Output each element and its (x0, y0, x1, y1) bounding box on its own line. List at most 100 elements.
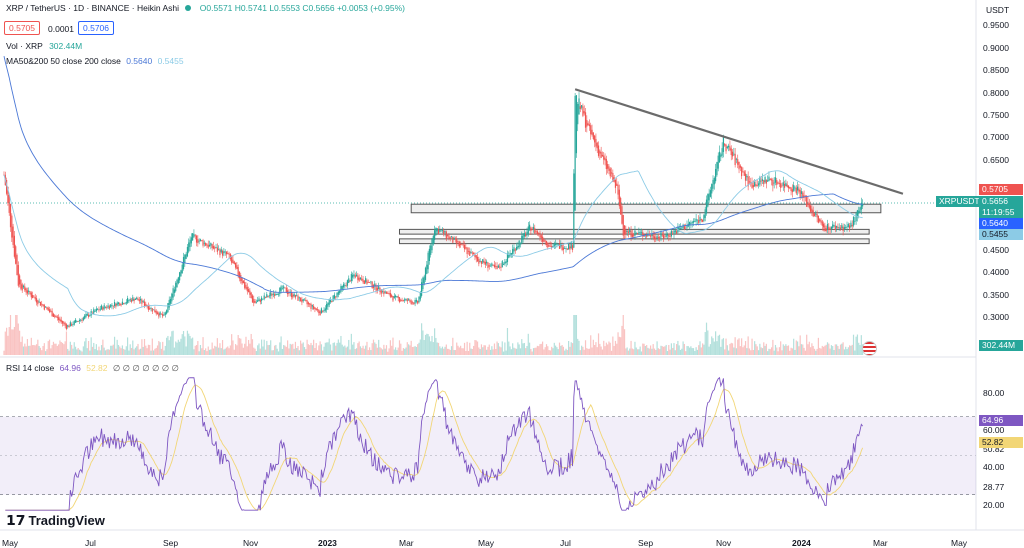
candle-body (342, 284, 345, 288)
volume-bar (696, 349, 699, 355)
candle-body (405, 298, 407, 301)
ma50-tag: 0.5640 (979, 218, 1023, 229)
currency-label[interactable]: USDT (986, 5, 1010, 15)
candle-body (208, 244, 211, 247)
volume-bar (674, 350, 676, 355)
volume-bar (655, 349, 657, 355)
volume-bar (653, 348, 656, 355)
candle-body (271, 294, 273, 296)
volume-bar (46, 349, 48, 355)
volume-bar (541, 341, 544, 355)
volume-bar (294, 341, 297, 355)
flag-icon[interactable] (862, 341, 877, 356)
candle-body (414, 300, 416, 304)
volume-bar (378, 339, 380, 355)
volume-bar (597, 333, 600, 355)
candle-body (809, 205, 812, 212)
volume-bar (359, 346, 362, 355)
volume-bar (609, 342, 611, 355)
volume-bar (430, 341, 432, 355)
candle-body (155, 311, 157, 314)
volume-bar (320, 344, 323, 355)
price-tick: 0.3000 (983, 312, 1009, 322)
candle-body (59, 318, 61, 321)
candle-body (443, 230, 445, 235)
ohlc-change: +0.0053 (+0.95%) (336, 3, 405, 13)
candle-body (22, 285, 25, 288)
volume-bar (176, 342, 178, 355)
candle-body (264, 297, 267, 299)
candle-body (813, 213, 816, 217)
buy-button[interactable]: 0.5706 (78, 21, 114, 35)
candle-body (700, 219, 702, 221)
volume-bar (28, 345, 30, 355)
volume-bar (595, 342, 597, 355)
candle-body (16, 255, 18, 276)
candle-body (45, 306, 47, 308)
candle-body (25, 288, 27, 293)
volume-bar (91, 346, 94, 355)
tradingview-logo[interactable]: 𝟭𝟳 TradingView (6, 512, 105, 529)
candle-body (432, 235, 434, 245)
candle-body (820, 220, 822, 223)
candle-body (558, 243, 561, 249)
volume-bar (210, 349, 212, 355)
volume-bar (807, 344, 809, 355)
candle-body (764, 176, 766, 183)
candle-body (358, 277, 360, 281)
volume-legend[interactable]: Vol · XRP 302.44M (6, 41, 82, 51)
candle-body (725, 144, 727, 152)
volume-bar (437, 342, 440, 355)
volume-bar (621, 325, 623, 355)
candle-body (763, 180, 765, 185)
volume-bar (415, 346, 418, 355)
ma200-tag: 0.5455 (979, 229, 1023, 240)
candle-body (743, 171, 745, 176)
volume-bar (113, 336, 116, 355)
candle-body (11, 215, 13, 238)
volume-bar (668, 345, 670, 355)
time-tick: Sep (638, 538, 654, 548)
volume-bar (790, 347, 792, 355)
volume-bar (272, 350, 274, 355)
volume-bar (752, 350, 754, 355)
candle-body (354, 275, 356, 278)
candle-body (254, 300, 256, 303)
candle-body (545, 240, 548, 246)
candle-body (33, 296, 35, 298)
candle-body (795, 187, 797, 194)
volume-bar (388, 348, 390, 355)
volume-bar (707, 330, 709, 355)
candle-body (741, 166, 743, 177)
volume-bar (776, 347, 778, 355)
volume-bar (71, 344, 73, 355)
rsi-legend[interactable]: RSI 14 close 64.96 52.82 ∅ ∅ ∅ ∅ ∅ ∅ ∅ (6, 363, 179, 374)
candle-body (224, 251, 226, 253)
symbol-title[interactable]: XRP / TetherUS · 1D · BINANCE · Heikin A… (6, 3, 405, 13)
volume-bar (132, 340, 134, 355)
volume-bar (188, 333, 190, 355)
candle-body (505, 261, 507, 263)
candle-body (352, 274, 354, 278)
candle-body (854, 221, 856, 222)
volume-bar (208, 349, 211, 355)
candle-body (491, 263, 493, 266)
volume-bar (720, 346, 722, 355)
candle-body (499, 266, 501, 268)
volume-bar (564, 350, 566, 355)
volume-bar (599, 343, 601, 355)
sell-button[interactable]: 0.5705 (4, 21, 40, 35)
volume-bar (314, 348, 316, 355)
candle-body (703, 215, 705, 221)
volume-bar (817, 337, 819, 355)
ma-legend[interactable]: MA50&200 50 close 200 close 0.5640 0.545… (6, 56, 184, 66)
candle-body (175, 282, 177, 292)
volume-bar (518, 344, 520, 355)
volume-bar (78, 349, 81, 355)
volume-bar (275, 344, 277, 355)
volume-bar (258, 343, 260, 355)
volume-bar (702, 343, 704, 355)
volume-bar (172, 330, 174, 355)
candle-body (600, 152, 602, 158)
